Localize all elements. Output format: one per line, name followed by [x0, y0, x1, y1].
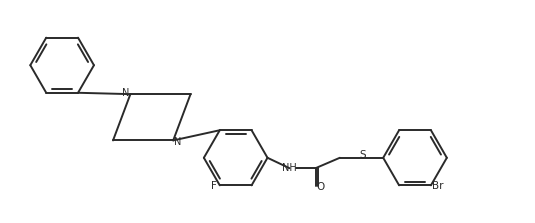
- Text: N: N: [174, 136, 181, 147]
- Text: S: S: [360, 150, 366, 160]
- Text: N: N: [122, 88, 129, 98]
- Text: O: O: [316, 182, 324, 192]
- Text: F: F: [211, 182, 217, 192]
- Text: NH: NH: [282, 163, 297, 173]
- Text: Br: Br: [432, 182, 444, 192]
